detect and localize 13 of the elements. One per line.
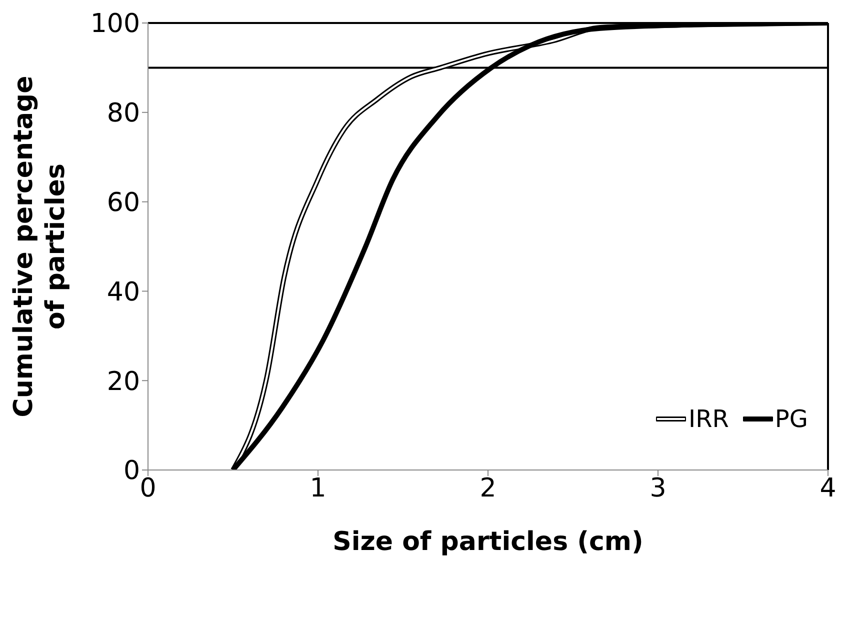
legend-label: PG [774, 405, 808, 433]
y-tick-label: 40 [106, 277, 140, 308]
y-tick-label: 80 [106, 98, 140, 129]
x-tick-label: 3 [650, 473, 666, 504]
x-tick-label: 2 [480, 473, 496, 504]
x-tick-label: 1 [310, 473, 326, 504]
legend-label: IRR [687, 405, 729, 433]
y-tick-label: 20 [106, 366, 140, 397]
x-tick-label: 4 [820, 473, 836, 504]
x-axis-title: Size of particles (cm) [332, 527, 644, 557]
y-tick-label: 100 [90, 9, 140, 40]
y-axis-title: Cumulative percentage of particles [9, 76, 71, 418]
y-tick-label: 60 [106, 188, 140, 218]
